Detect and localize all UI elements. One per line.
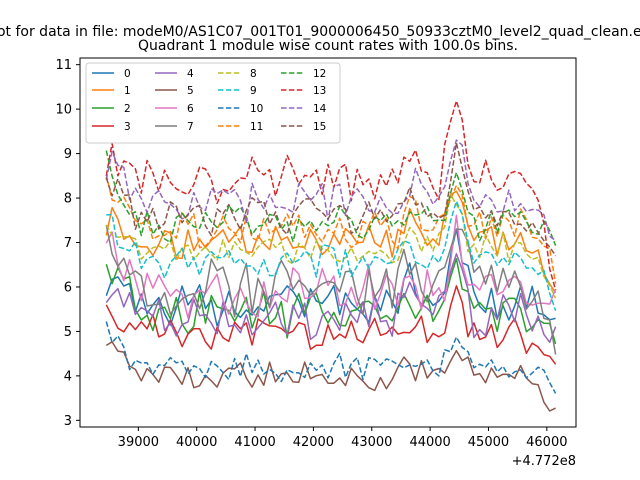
legend-label-8: 8	[250, 68, 257, 80]
series-line-8	[105, 193, 557, 299]
y-axis: 3 4 5 6 7 8 9 10 11	[55, 58, 80, 429]
series-line-12	[105, 150, 557, 246]
legend-label-10: 10	[250, 103, 263, 115]
x-tick-label: 46000	[526, 435, 567, 450]
legend-label-4: 4	[187, 68, 194, 80]
legend-label-0: 0	[124, 68, 131, 80]
series-line-5	[105, 341, 556, 412]
x-tick-label: 43000	[351, 435, 392, 450]
x-tick-label: 42000	[293, 435, 334, 450]
chart-title: Quadrant 1 module wise count rates with …	[138, 38, 518, 54]
legend-label-15: 15	[313, 121, 326, 133]
series-line-3	[105, 285, 557, 365]
y-tick-label: 8	[64, 192, 72, 207]
y-tick-label: 9	[64, 147, 72, 162]
series-line-1	[105, 190, 557, 294]
series-line-7	[105, 224, 557, 355]
y-tick-label: 4	[64, 369, 72, 384]
legend-label-3: 3	[124, 121, 131, 133]
legend-frame	[85, 62, 341, 144]
x-tick-label: 44000	[409, 435, 450, 450]
y-tick-label: 10	[55, 103, 72, 118]
series-line-6	[105, 214, 557, 319]
legend-label-12: 12	[313, 68, 326, 80]
x-offset-label: +4.772e8	[512, 454, 576, 469]
series-line-13	[105, 100, 557, 291]
legend-label-13: 13	[313, 85, 326, 97]
y-tick-label: 5	[64, 325, 72, 340]
series-line-14	[105, 139, 557, 242]
legend-label-11: 11	[250, 121, 263, 133]
x-axis: 39000 40000 41000 42000 43000 44000 45000 46000	[118, 427, 568, 450]
legend-label-7: 7	[187, 121, 194, 133]
series-line-4	[105, 253, 557, 344]
series-line-10	[105, 321, 557, 394]
y-tick-label: 6	[64, 280, 72, 295]
series-layer	[105, 100, 557, 412]
figure-suptitle: Plot for data in file: modeM0/AS1C07_001…	[0, 24, 640, 40]
y-tick-label: 11	[55, 58, 72, 73]
legend-label-2: 2	[124, 103, 131, 115]
series-line-2	[105, 257, 557, 345]
legend-label-5: 5	[187, 85, 194, 97]
x-tick-label: 45000	[468, 435, 509, 450]
legend-label-1: 1	[124, 85, 131, 97]
series-line-9	[106, 200, 557, 311]
x-tick-label: 40000	[176, 435, 217, 450]
legend-label-14: 14	[313, 103, 327, 115]
x-tick-label: 39000	[118, 435, 159, 450]
series-line-0	[105, 228, 556, 327]
x-tick-label: 41000	[234, 435, 275, 450]
legend-label-9: 9	[250, 85, 257, 97]
legend-label-6: 6	[187, 103, 194, 115]
y-tick-label: 7	[64, 236, 72, 251]
y-tick-label: 3	[64, 414, 72, 429]
